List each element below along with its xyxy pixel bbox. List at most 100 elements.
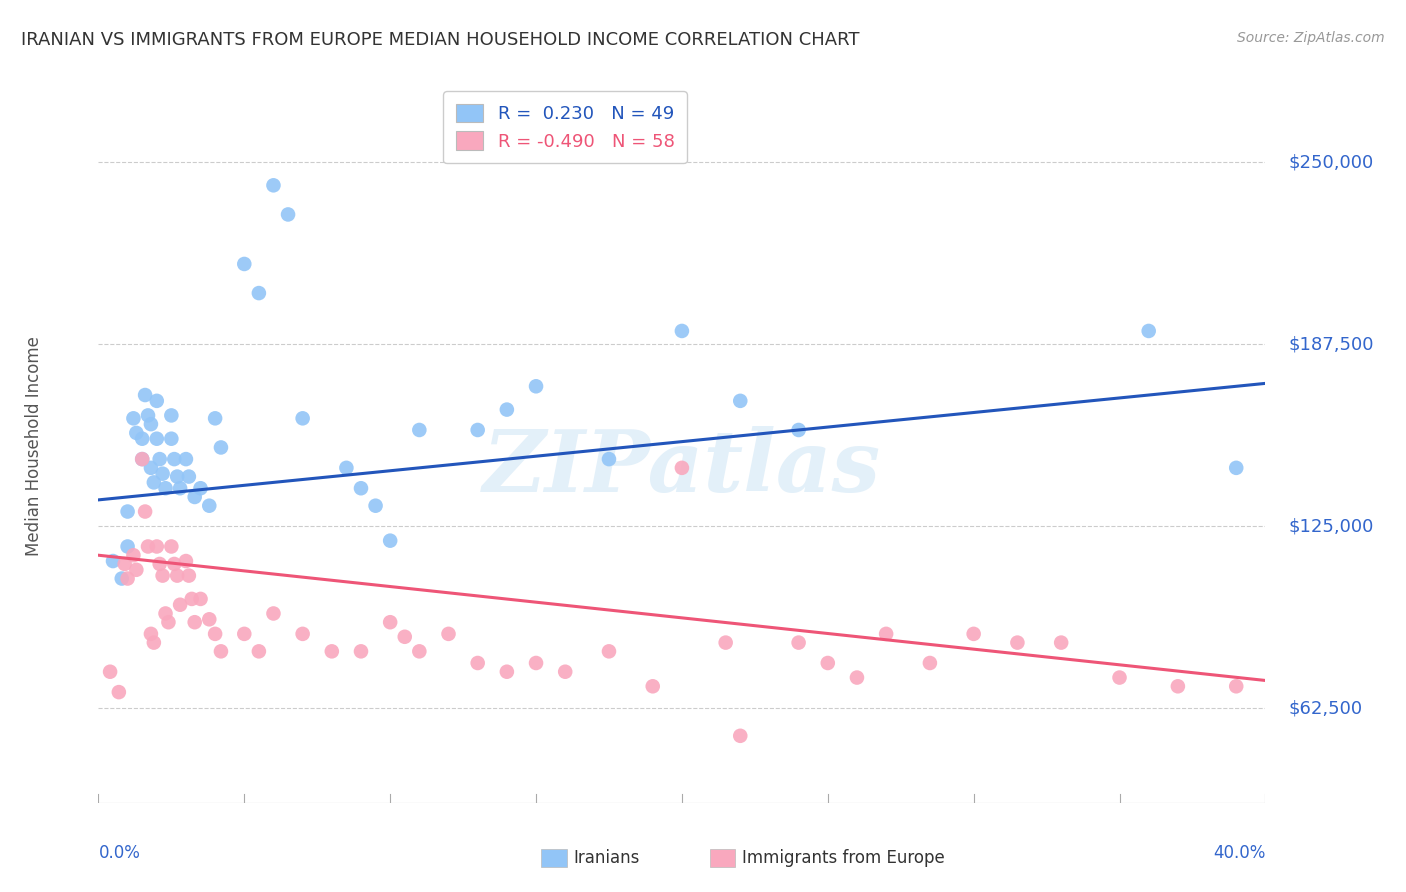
Point	[467, 656, 489, 670]
Point	[1108, 671, 1130, 685]
Point	[1007, 635, 1029, 649]
Point	[962, 627, 984, 641]
Point	[247, 286, 270, 301]
Point	[139, 460, 162, 475]
Point	[117, 540, 139, 554]
Text: Source: ZipAtlas.com: Source: ZipAtlas.com	[1237, 31, 1385, 45]
Point	[122, 411, 145, 425]
Point	[146, 393, 169, 408]
Point	[495, 402, 517, 417]
Point	[378, 615, 402, 630]
Point	[134, 504, 156, 518]
Point	[122, 548, 145, 562]
Point	[291, 411, 314, 425]
Legend: R =  0.230   N = 49, R = -0.490   N = 58: R = 0.230 N = 49, R = -0.490 N = 58	[443, 91, 688, 163]
Point	[598, 644, 620, 658]
Point	[136, 540, 159, 554]
Point	[169, 598, 191, 612]
Point	[233, 257, 256, 271]
Point	[190, 591, 212, 606]
Point	[166, 469, 188, 483]
Point	[1225, 460, 1247, 475]
Point	[467, 423, 489, 437]
Point	[378, 533, 402, 548]
Point	[714, 635, 737, 649]
Text: Iranians: Iranians	[574, 849, 640, 867]
Point	[350, 481, 373, 495]
Point	[262, 607, 284, 621]
Point	[183, 615, 205, 630]
Point	[233, 627, 256, 641]
Point	[146, 540, 169, 554]
Text: ZIPatlas: ZIPatlas	[482, 425, 882, 509]
Point	[114, 557, 136, 571]
Point	[641, 679, 664, 693]
Point	[845, 671, 868, 685]
Point	[183, 490, 205, 504]
Point	[131, 452, 153, 467]
Point	[1167, 679, 1189, 693]
Point	[131, 432, 153, 446]
Point	[350, 644, 373, 658]
Point	[918, 656, 941, 670]
Point	[142, 635, 165, 649]
Point	[209, 441, 232, 455]
Point	[1225, 679, 1247, 693]
Point	[155, 607, 177, 621]
Point	[787, 635, 810, 649]
Point	[180, 591, 202, 606]
Text: $62,500: $62,500	[1289, 699, 1362, 717]
Point	[394, 630, 416, 644]
Point	[198, 612, 221, 626]
Point	[101, 554, 124, 568]
Point	[204, 411, 226, 425]
Text: $125,000: $125,000	[1289, 517, 1374, 535]
Point	[321, 644, 343, 658]
Point	[157, 615, 180, 630]
Point	[166, 568, 188, 582]
Point	[335, 460, 357, 475]
Point	[125, 563, 148, 577]
Text: $187,500: $187,500	[1289, 335, 1374, 353]
Point	[142, 475, 165, 490]
Point	[117, 504, 139, 518]
Point	[136, 409, 159, 423]
Text: IRANIAN VS IMMIGRANTS FROM EUROPE MEDIAN HOUSEHOLD INCOME CORRELATION CHART: IRANIAN VS IMMIGRANTS FROM EUROPE MEDIAN…	[21, 31, 859, 49]
Point	[163, 557, 186, 571]
Point	[177, 469, 200, 483]
Point	[131, 452, 153, 467]
Point	[125, 425, 148, 440]
Point	[169, 481, 191, 495]
Point	[817, 656, 839, 670]
Point	[98, 665, 121, 679]
Point	[408, 644, 430, 658]
Point	[554, 665, 576, 679]
Point	[160, 432, 183, 446]
Point	[209, 644, 232, 658]
Point	[875, 627, 897, 641]
Text: Median Household Income: Median Household Income	[25, 336, 44, 556]
Point	[190, 481, 212, 495]
Point	[160, 409, 183, 423]
Point	[139, 417, 162, 432]
Point	[524, 379, 547, 393]
Point	[149, 557, 172, 571]
Point	[152, 568, 174, 582]
Point	[163, 452, 186, 467]
Point	[111, 572, 134, 586]
Point	[262, 178, 284, 193]
Point	[671, 460, 693, 475]
Text: Immigrants from Europe: Immigrants from Europe	[742, 849, 945, 867]
Point	[149, 452, 172, 467]
Point	[139, 627, 162, 641]
Point	[174, 452, 197, 467]
Point	[204, 627, 226, 641]
Point	[364, 499, 387, 513]
Point	[408, 423, 430, 437]
Point	[146, 432, 169, 446]
Point	[437, 627, 460, 641]
Point	[117, 572, 139, 586]
Point	[1137, 324, 1160, 338]
Point	[155, 481, 177, 495]
Point	[671, 324, 693, 338]
